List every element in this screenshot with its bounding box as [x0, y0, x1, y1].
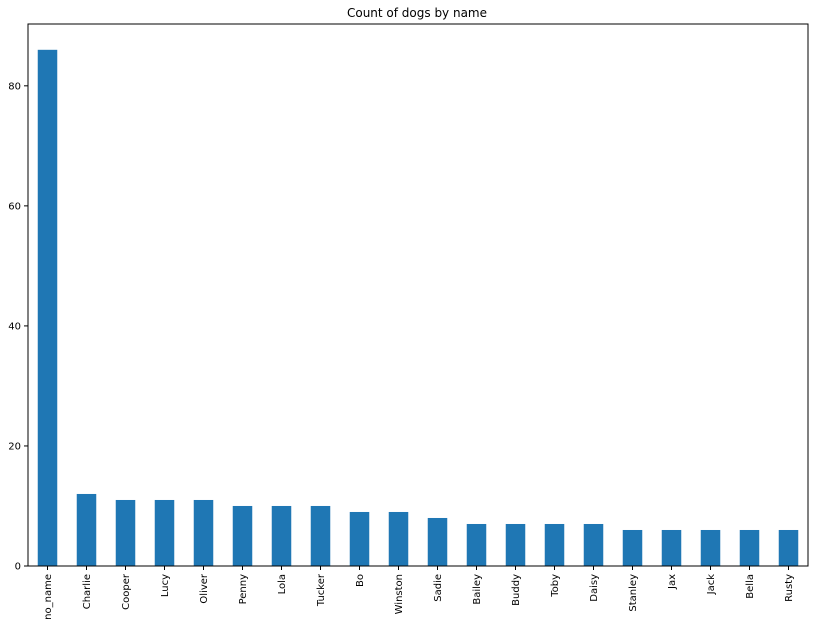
y-axis: 0 20 40 60 80	[8, 81, 28, 573]
x-tick-label: Cooper	[121, 573, 132, 610]
y-tick-label: 40	[8, 321, 21, 332]
x-tick-label: Stanley	[628, 574, 639, 612]
bar-Stanley	[622, 529, 643, 566]
x-tick-label: Charlie	[82, 574, 93, 609]
x-tick-label: Rusty	[784, 574, 795, 602]
bar-Jax	[661, 529, 682, 566]
plot-frame	[27, 23, 809, 567]
x-tick-label: Jack	[706, 574, 717, 596]
x-tick-label: Bella	[745, 574, 756, 599]
bar-Tucker	[310, 505, 331, 566]
bar-Lola	[271, 505, 292, 566]
x-tick-label: Jax	[667, 574, 678, 590]
bar-Buddy	[505, 523, 526, 566]
x-tick-label: Tucker	[316, 573, 327, 607]
x-tick-label: Penny	[238, 574, 249, 605]
x-tick-label: no_name	[43, 574, 54, 620]
x-tick-label: Sadie	[433, 574, 444, 602]
bar-no_name	[37, 49, 58, 567]
bar-Daisy	[583, 523, 604, 566]
bar-Charlie	[76, 493, 97, 566]
y-tick-label: 0	[15, 562, 21, 573]
bar-Bo	[349, 511, 370, 566]
x-tick-label: Toby	[550, 574, 561, 598]
bar-Lucy	[154, 499, 175, 566]
x-tick-label: Lola	[277, 574, 288, 594]
bar-Toby	[544, 523, 565, 566]
y-tick-label: 80	[8, 81, 21, 92]
x-tick-label: Daisy	[589, 574, 600, 602]
bar-Cooper	[115, 499, 136, 566]
chart-title: Count of dogs by name	[347, 6, 487, 20]
y-tick-label: 60	[8, 201, 21, 212]
x-axis: no_name Charlie Cooper Lucy Oliver Penny Lola T…	[43, 566, 795, 620]
x-tick-label: Buddy	[511, 574, 522, 606]
x-tick-label: Winston	[394, 574, 405, 614]
bar-Jack	[700, 529, 721, 566]
x-tick-label: Bailey	[472, 574, 483, 605]
bar-Rusty	[778, 529, 799, 566]
x-tick-label: Bo	[355, 574, 366, 587]
bar-Sadie	[427, 517, 448, 566]
bar-Winston	[388, 511, 409, 566]
y-tick-label: 20	[8, 441, 21, 452]
x-tick-label: Lucy	[160, 574, 171, 597]
x-tick-label: Oliver	[199, 573, 210, 603]
bar-Oliver	[193, 499, 214, 566]
bar-Bella	[739, 529, 760, 566]
bars-group	[37, 49, 799, 567]
bar-Bailey	[466, 523, 487, 566]
bar-Penny	[232, 505, 253, 566]
